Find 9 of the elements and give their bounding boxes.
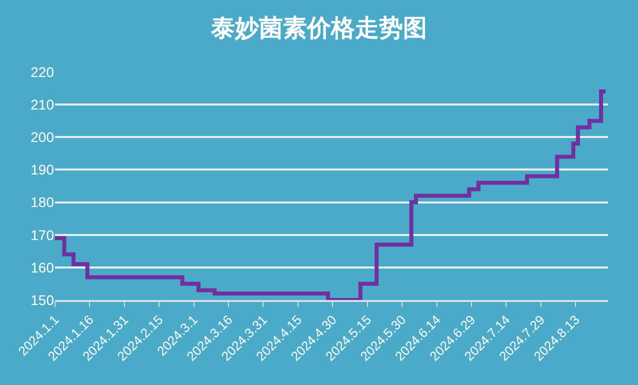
y-tick-label: 210 xyxy=(30,96,54,112)
y-tick-label: 180 xyxy=(30,194,54,210)
y-tick-label: 200 xyxy=(30,129,54,146)
chart-title: 泰妙菌素价格走势图 xyxy=(210,15,427,42)
y-tick-label: 170 xyxy=(30,226,54,243)
y-tick-label: 220 xyxy=(30,64,54,80)
y-tick-label: 160 xyxy=(30,259,54,276)
y-tick-label: 190 xyxy=(30,162,54,178)
y-tick-label: 150 xyxy=(30,292,54,308)
